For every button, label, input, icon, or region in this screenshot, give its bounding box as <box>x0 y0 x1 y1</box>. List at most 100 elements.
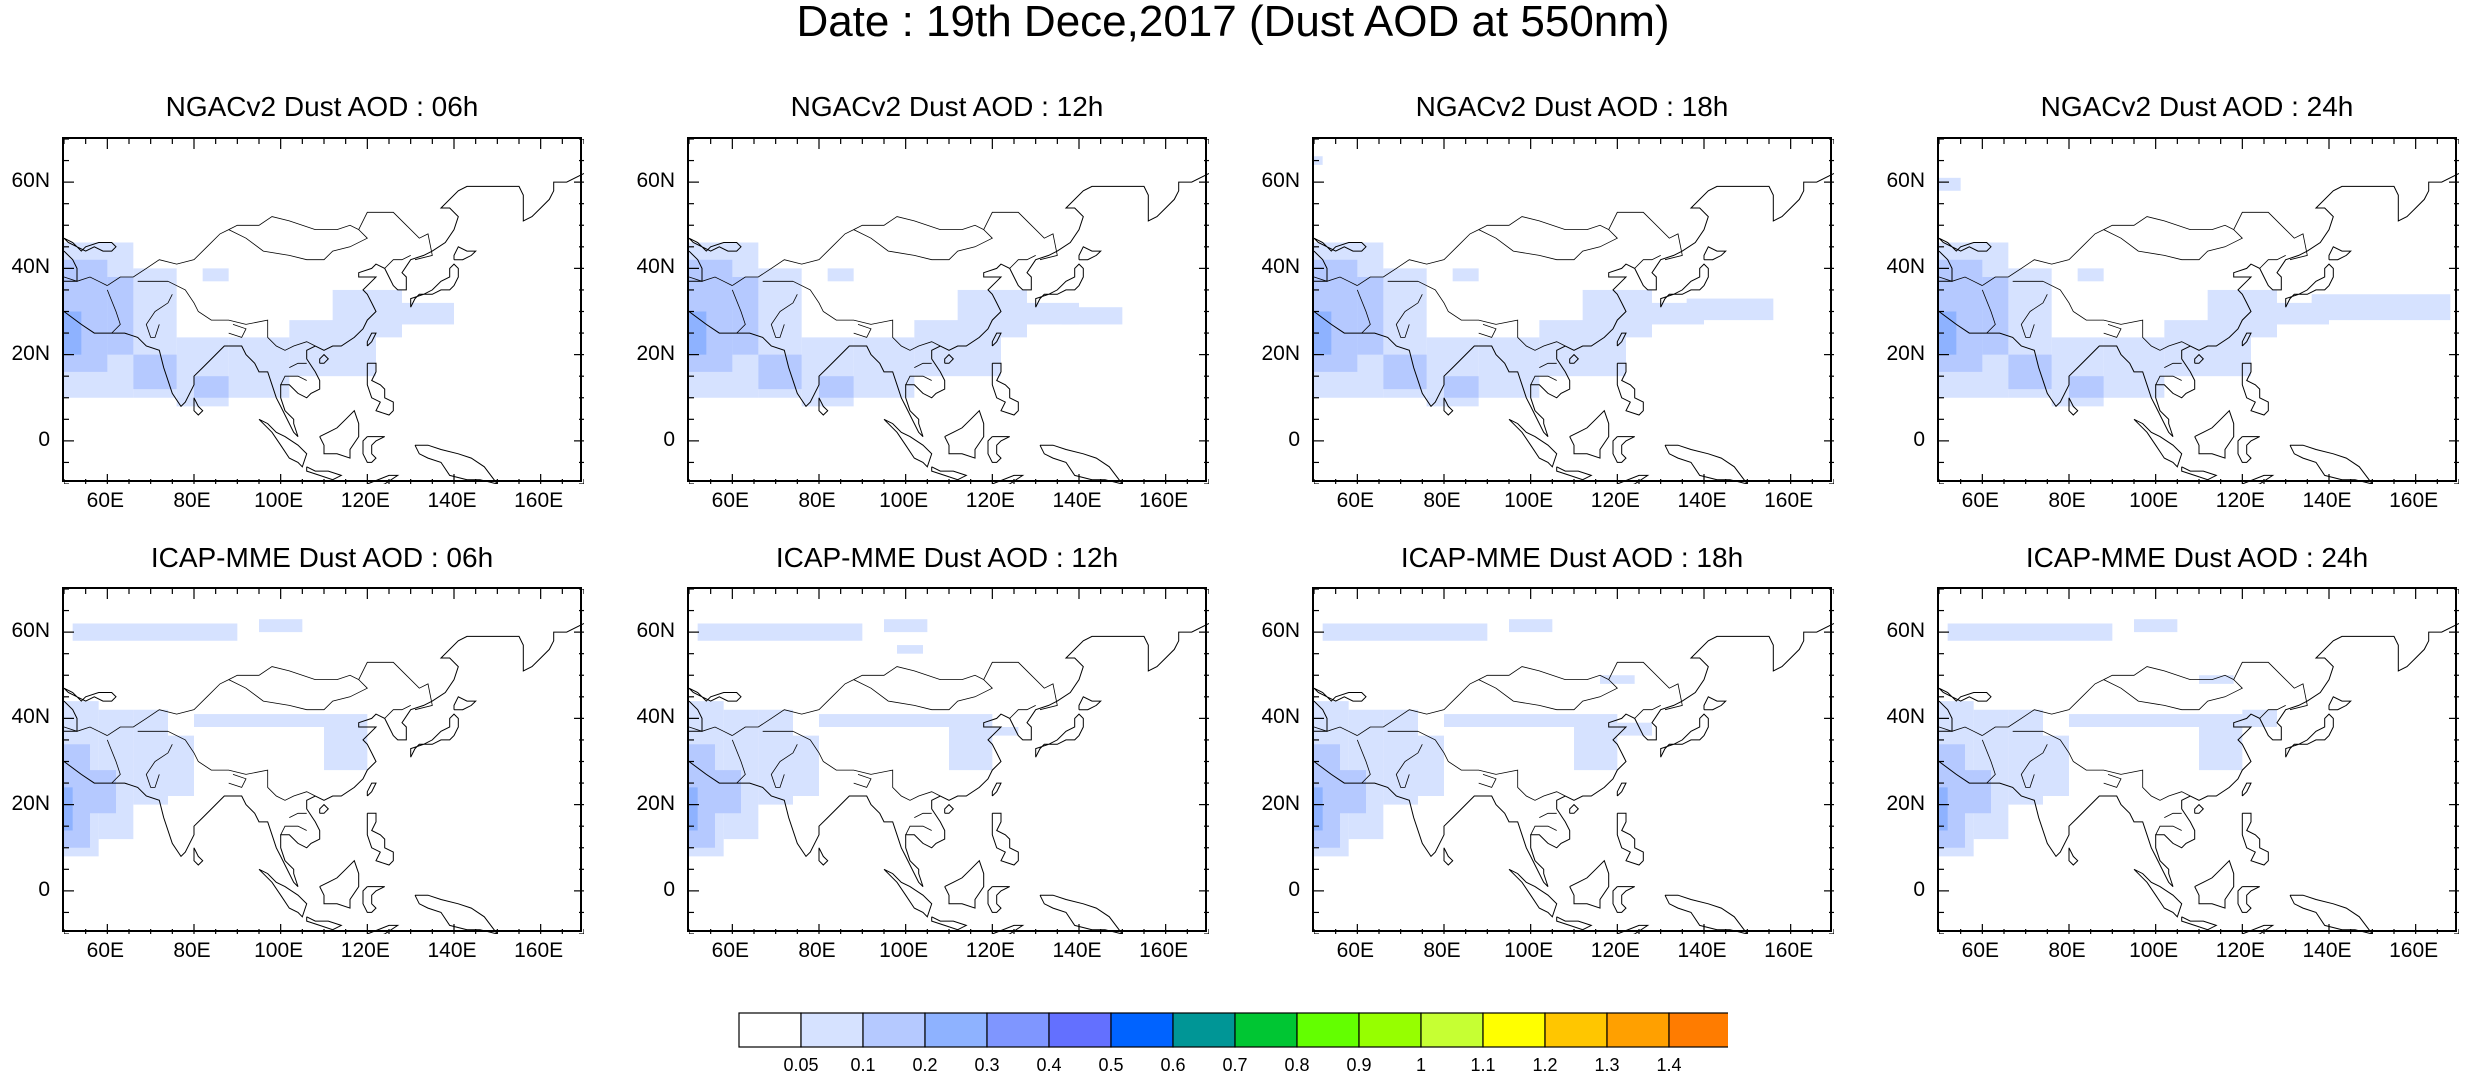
coastline <box>1612 436 1635 463</box>
coastline <box>410 713 459 758</box>
coastline <box>991 332 1002 347</box>
country-border <box>1478 229 1618 261</box>
coastline <box>64 237 117 252</box>
country-border <box>1634 705 1661 719</box>
country-border <box>731 739 746 784</box>
country-border <box>1478 679 1618 711</box>
colorbar-tick-label: 0.7 <box>1222 1055 1248 1075</box>
country-border <box>1539 812 1557 818</box>
lat-tick-label: 40N <box>636 255 675 279</box>
colorbar-tick-label: 0.1 <box>850 1055 876 1075</box>
lon-tick-label: 100E <box>254 939 304 962</box>
dust-aod-patch <box>2311 294 2451 321</box>
coastline <box>1939 623 2459 887</box>
country-border <box>1395 294 1423 338</box>
coastline <box>1508 868 1558 918</box>
country-border <box>228 229 368 261</box>
dust-aod-patch <box>168 735 194 796</box>
coastline <box>366 782 377 797</box>
coastline <box>306 466 343 481</box>
colorbar-swatch <box>1482 1012 1546 1048</box>
country-border <box>280 375 307 385</box>
coastline <box>1569 409 1610 459</box>
coastline <box>1314 237 1367 252</box>
lat-tick-label: 60N <box>636 619 675 643</box>
country-border <box>107 661 433 736</box>
country-border <box>145 744 173 788</box>
coastline <box>2241 812 2269 866</box>
coastline <box>2194 353 2205 364</box>
country-border <box>792 280 941 351</box>
dust-aod-patch <box>1686 298 1774 321</box>
coastline <box>991 812 1019 866</box>
map-canvas <box>689 589 1209 934</box>
country-border <box>2042 280 2191 351</box>
dust-aod-patch <box>1357 277 1384 355</box>
country-border <box>914 812 932 818</box>
dust-field <box>689 619 1019 857</box>
map-canvas <box>64 139 584 484</box>
lon-tick-label: 160E <box>2389 939 2439 962</box>
coastline <box>1314 687 1367 702</box>
country-border <box>1356 289 1371 334</box>
coastline <box>2181 916 2218 931</box>
country-border <box>1539 362 1557 368</box>
country-border <box>2103 774 2122 788</box>
country-border <box>1356 739 1371 784</box>
lat-tick-label: 0 <box>663 877 675 901</box>
lat-tick-label: 0 <box>1288 877 1300 901</box>
country-border <box>106 289 121 334</box>
country-border <box>64 726 108 736</box>
colorbar-tick-label: 0.8 <box>1284 1055 1310 1075</box>
country-border <box>228 774 247 788</box>
lon-tick-label: 100E <box>1504 489 1554 512</box>
coastline <box>944 803 955 814</box>
coastline <box>2133 868 2183 918</box>
dust-aod-patch <box>715 770 741 814</box>
country-border <box>64 276 108 286</box>
coastline <box>2328 246 2352 261</box>
dust-aod-patch <box>1452 268 1479 282</box>
coastline <box>1616 362 1644 416</box>
coastline <box>1314 173 1834 437</box>
coastline <box>2289 444 2373 484</box>
coastline <box>1078 246 1102 261</box>
dust-aod-patch <box>957 289 1027 338</box>
coastline <box>414 444 498 484</box>
country-border <box>2155 825 2182 835</box>
coastline <box>64 687 117 702</box>
lat-tick-label: 20N <box>1886 791 1925 815</box>
colorbar-swatch <box>1544 1012 1608 1048</box>
dust-aod-patch <box>732 277 759 355</box>
dust-aod-patch <box>884 619 928 633</box>
dust-aod-patch <box>827 268 854 282</box>
coastline <box>818 397 829 416</box>
country-border <box>1478 774 1497 788</box>
tick-marks <box>1314 589 1834 934</box>
dust-aod-patch <box>2199 675 2234 684</box>
lon-tick-label: 100E <box>254 489 304 512</box>
coastline <box>258 418 308 468</box>
tick-marks <box>1939 139 2459 484</box>
dust-aod-patch <box>2008 354 2052 390</box>
dust-aod-patch <box>992 727 1019 736</box>
dust-aod-patch <box>72 623 238 641</box>
map-panel-icap-18h <box>1312 587 1834 934</box>
country-border <box>770 294 798 338</box>
coastline <box>1569 803 1580 814</box>
lat-tick-label: 20N <box>636 791 675 815</box>
tick-marks <box>1314 139 1834 484</box>
coastline <box>883 418 933 468</box>
tick-marks <box>64 589 584 934</box>
panel-title-icap-06h: ICAP-MME Dust AOD : 06h <box>150 542 494 573</box>
colorbar-tick-label: 0.2 <box>912 1055 938 1075</box>
colorbar-tick-label: 0.05 <box>783 1055 819 1075</box>
panel-title-ngac-18h: NGACv2 Dust AOD : 18h <box>1415 91 1729 122</box>
country-border <box>1478 324 1497 338</box>
lon-tick-label: 100E <box>879 939 929 962</box>
dust-aod-patch <box>758 354 802 390</box>
dust-field <box>1314 619 1652 857</box>
coastline <box>992 474 1025 484</box>
colorbar <box>738 1012 1728 1048</box>
lon-tick-label: 160E <box>2389 489 2439 512</box>
